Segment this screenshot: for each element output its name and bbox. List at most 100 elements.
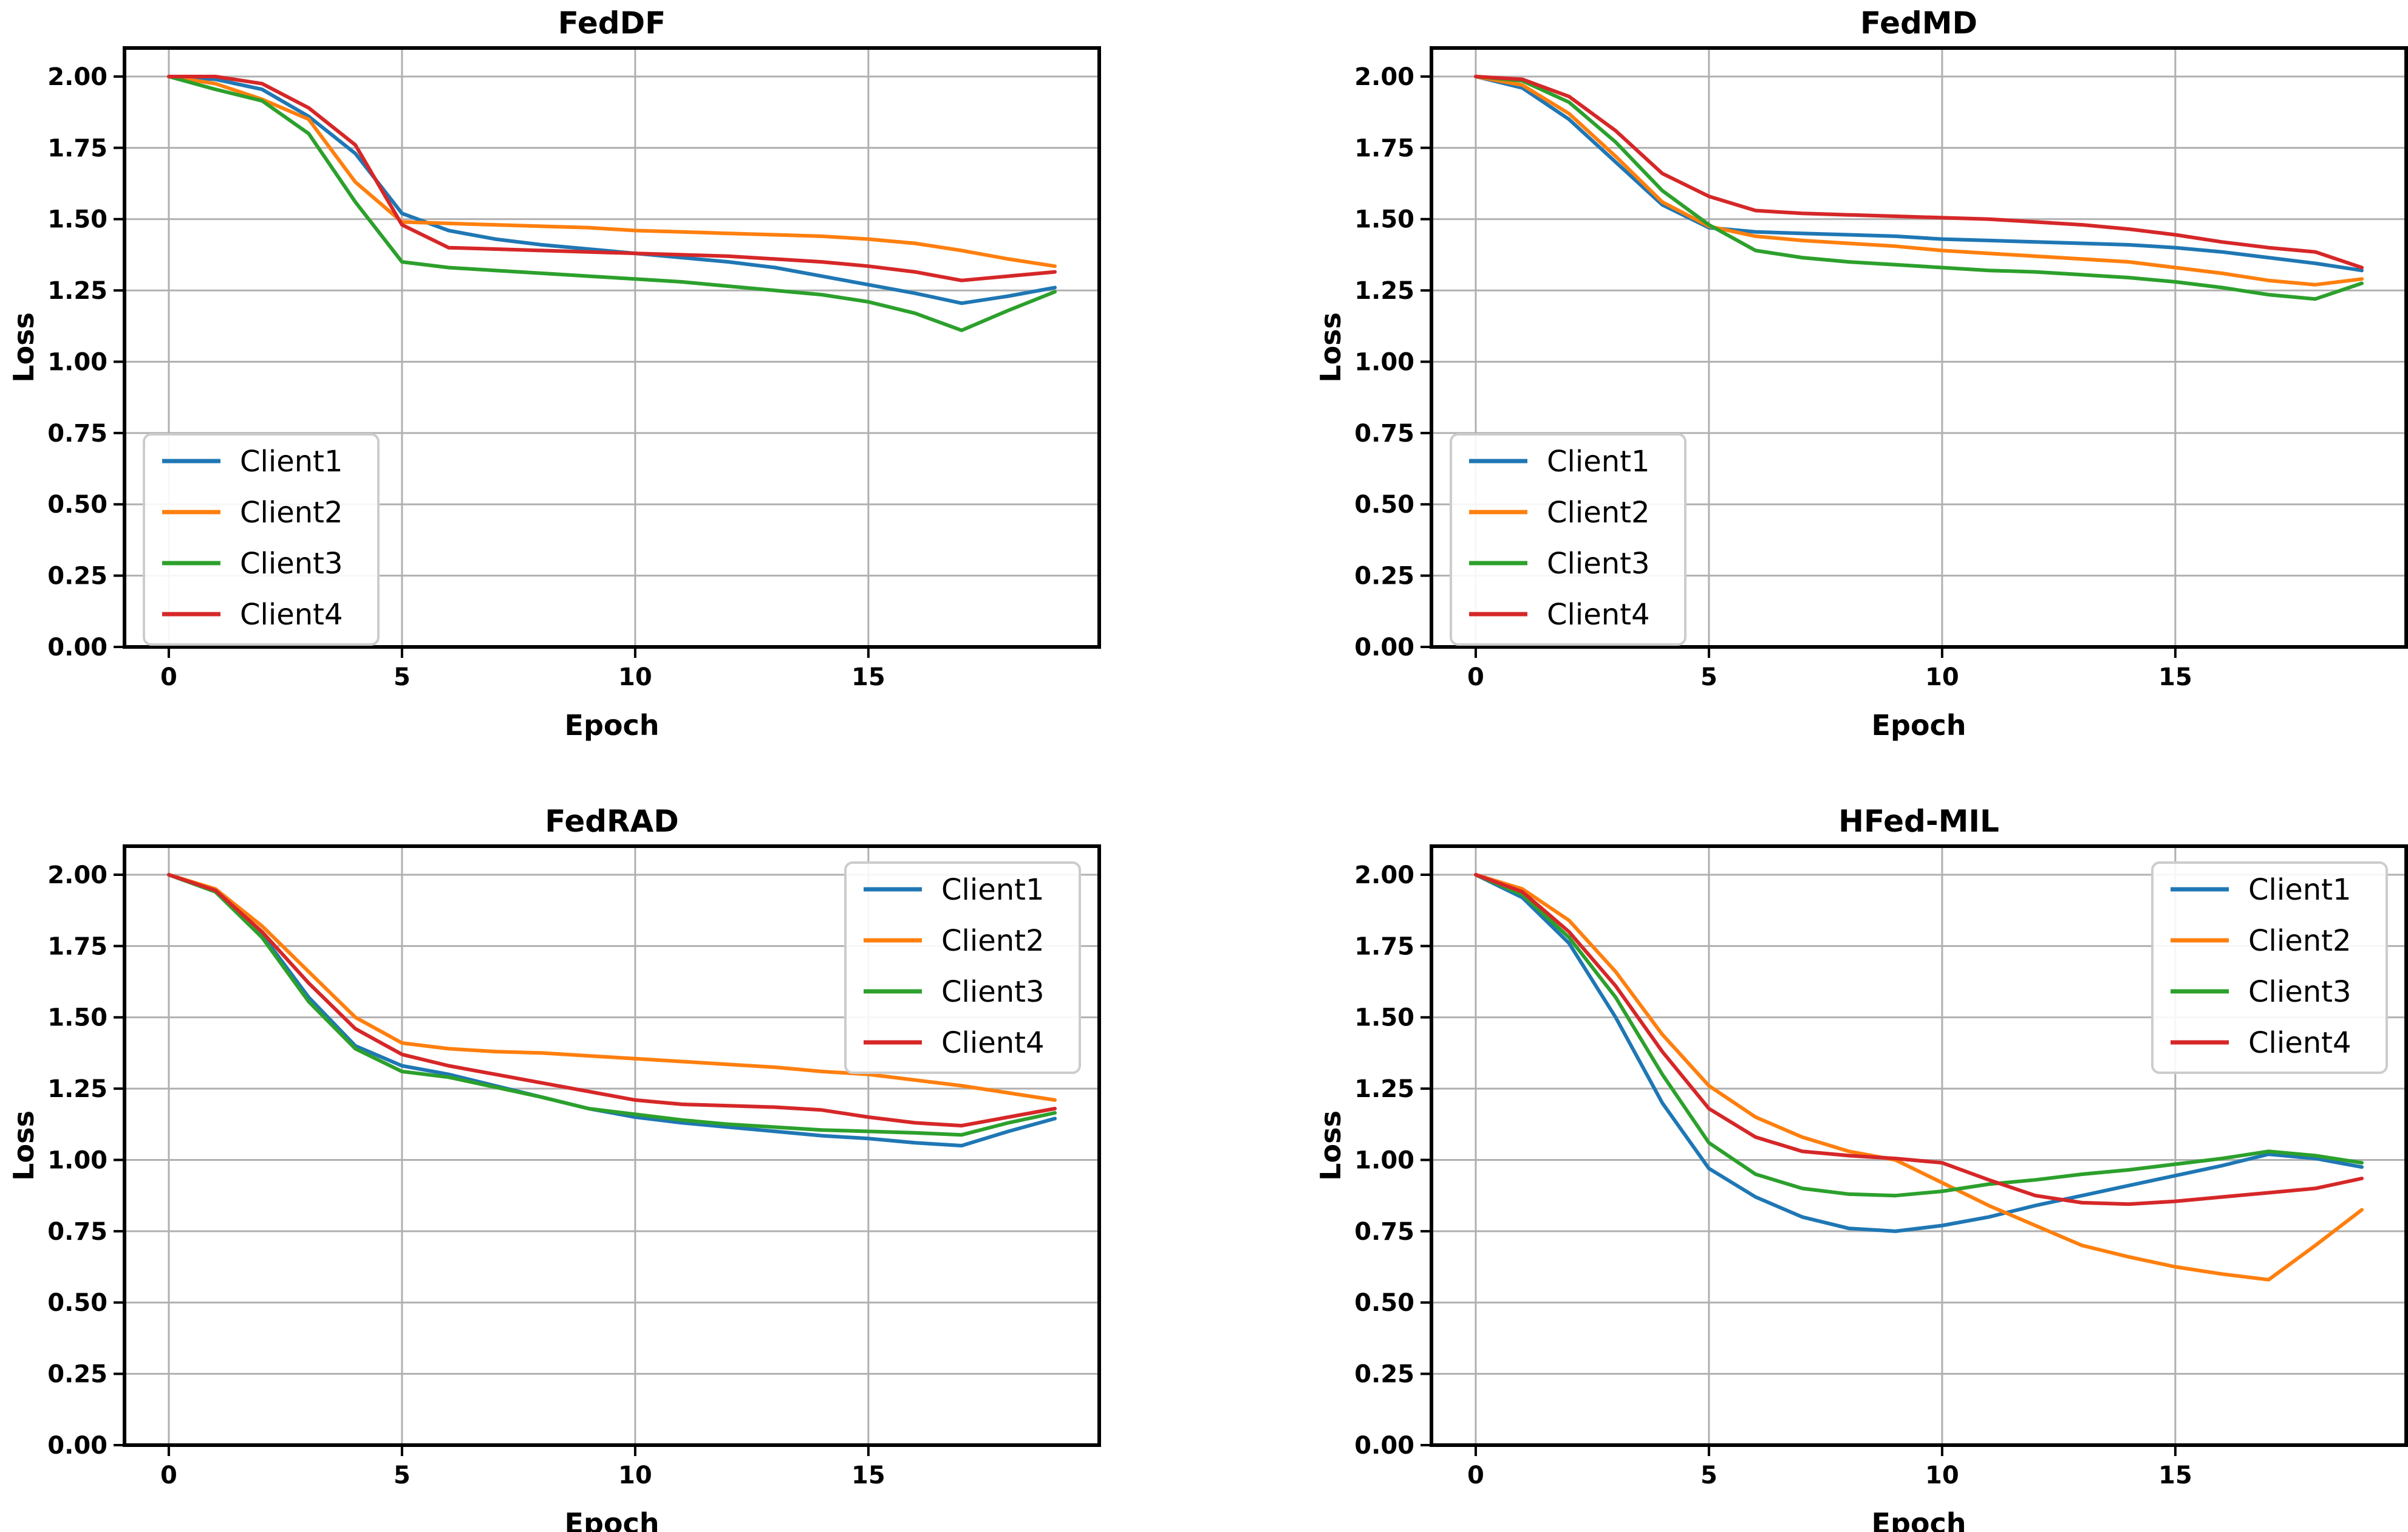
x-tick-label: 0	[160, 1462, 177, 1489]
legend-label: Client3	[941, 975, 1045, 1009]
y-tick-label: 2.00	[1354, 63, 1414, 91]
y-axis-label: Loss	[7, 1110, 40, 1181]
x-tick-label: 10	[618, 1462, 652, 1489]
line-fedmd-client2	[1474, 75, 2364, 287]
x-tick-label: 0	[1467, 663, 1484, 691]
legend-entry: Client2	[864, 924, 1045, 958]
legend-label: Client4	[1547, 598, 1650, 632]
subplot-feddf: 0 5 10 15 0.00 0.25 0.50 0.75 1.00 1.25 1.50 1.75 2.…	[7, 5, 1101, 742]
legend-entry: Client4	[2171, 1026, 2352, 1060]
legend-label: Client2	[2248, 924, 2352, 958]
legend-label: Client3	[2248, 975, 2352, 1009]
y-tick-label: 0.50	[47, 1289, 107, 1317]
legend-box	[1450, 433, 1687, 646]
y-tick-label: 1.00	[47, 348, 107, 376]
y-tick-label: 1.50	[1354, 1004, 1414, 1032]
axes-spines	[123, 46, 1101, 649]
legend-entry: Client1	[2171, 873, 2352, 907]
y-tick-label: 1.00	[1354, 1146, 1414, 1174]
legend-label: Client1	[240, 445, 343, 479]
y-tick-label: 0.50	[1354, 491, 1414, 519]
legend-entry: Client3	[162, 547, 343, 581]
legend-label: Client2	[1547, 496, 1650, 530]
x-tick-label: 5	[394, 1462, 411, 1489]
y-tick-label: 2.00	[1354, 861, 1414, 889]
legend-label: Client1	[2248, 873, 2352, 907]
x-tick-label: 5	[394, 663, 411, 691]
line-fedmd-client4	[1474, 75, 2364, 270]
y-tick-label: 0.00	[47, 1432, 107, 1460]
legend-box	[2151, 861, 2388, 1074]
legend-entry: Client4	[864, 1026, 1045, 1060]
subplot-title: FedDF	[558, 5, 666, 41]
line-feddf-client2	[167, 75, 1057, 268]
y-tick-label: 1.25	[47, 1075, 107, 1103]
y-tick-label: 1.50	[47, 1004, 107, 1032]
legend-label: Client4	[2248, 1026, 2352, 1060]
y-tick-label: 1.25	[1354, 277, 1414, 305]
legend-label: Client1	[941, 873, 1045, 907]
x-tick-label: 10	[1925, 663, 1959, 691]
y-tick-label: 0.00	[47, 634, 107, 662]
x-tick-label: 10	[618, 663, 652, 691]
x-axis-label: Epoch	[565, 1507, 660, 1532]
legend-box	[143, 433, 380, 646]
y-tick-label: 1.75	[1354, 134, 1414, 162]
y-tick-label: 0.75	[47, 420, 107, 448]
legend-entry: Client4	[162, 598, 343, 632]
x-axis-label: Epoch	[565, 709, 660, 742]
legend: Client1 Client2 Client3 Client4	[844, 861, 1081, 1074]
legend: Client1 Client2 Client3 Client4	[1450, 433, 1687, 646]
y-tick-label: 2.00	[47, 861, 107, 889]
legend-label: Client2	[240, 496, 343, 530]
y-tick-label: 0.75	[1354, 420, 1414, 448]
line-feddf-client3	[167, 75, 1057, 332]
y-tick-label: 0.25	[1354, 1361, 1414, 1389]
line-feddf-client1	[167, 75, 1057, 306]
y-tick-label: 2.00	[47, 63, 107, 91]
line-fedrad-client3	[167, 873, 1057, 1137]
x-tick-label: 10	[1925, 1462, 1959, 1489]
legend-label: Client4	[941, 1026, 1045, 1060]
legend-entry: Client3	[864, 975, 1045, 1009]
y-tick-label: 0.00	[1354, 1432, 1414, 1460]
line-fedrad-client4	[167, 873, 1057, 1128]
legend-entry: Client3	[2171, 975, 2352, 1009]
y-tick-label: 1.00	[1354, 348, 1414, 376]
legend-entry: Client1	[162, 445, 343, 479]
line-feddf-client4	[167, 75, 1057, 282]
x-tick-label: 0	[160, 663, 177, 691]
legend-label: Client3	[240, 547, 343, 581]
legend-label: Client2	[941, 924, 1045, 958]
legend-label: Client3	[1547, 547, 1650, 581]
legend-entry: Client3	[1469, 547, 1650, 581]
y-tick-label: 0.25	[47, 1361, 107, 1389]
legend-entry: Client1	[864, 873, 1045, 907]
y-tick-label: 1.25	[47, 277, 107, 305]
axes-spines	[1430, 46, 2408, 649]
subplot-fedrad: 0 5 10 15 0.00 0.25 0.50 0.75 1.00 1.25 1.50 1.75 2.…	[7, 804, 1101, 1532]
x-tick-label: 15	[2158, 663, 2192, 691]
y-axis-label: Loss	[7, 312, 40, 383]
y-tick-label: 0.75	[1354, 1218, 1414, 1246]
legend-box	[844, 861, 1081, 1074]
y-tick-label: 0.50	[1354, 1289, 1414, 1317]
line-fedrad-client2	[167, 873, 1057, 1102]
subplot-title: FedMD	[1860, 5, 1977, 41]
x-tick-label: 0	[1467, 1462, 1484, 1489]
axes-spines	[1430, 844, 2408, 1447]
line-hfed-mil-client2	[1474, 873, 2364, 1282]
y-tick-label: 0.75	[47, 1218, 107, 1246]
axes-spines	[123, 844, 1101, 1447]
legend-label: Client1	[1547, 445, 1650, 479]
legend-entry: Client1	[1469, 445, 1650, 479]
y-tick-label: 1.75	[1354, 932, 1414, 960]
line-hfed-mil-client4	[1474, 873, 2364, 1206]
y-tick-label: 0.50	[47, 491, 107, 519]
y-tick-label: 1.50	[1354, 206, 1414, 234]
line-fedmd-client1	[1474, 75, 2364, 273]
x-tick-label: 5	[1700, 663, 1717, 691]
legend-entry: Client2	[1469, 496, 1650, 530]
y-tick-label: 1.75	[47, 932, 107, 960]
